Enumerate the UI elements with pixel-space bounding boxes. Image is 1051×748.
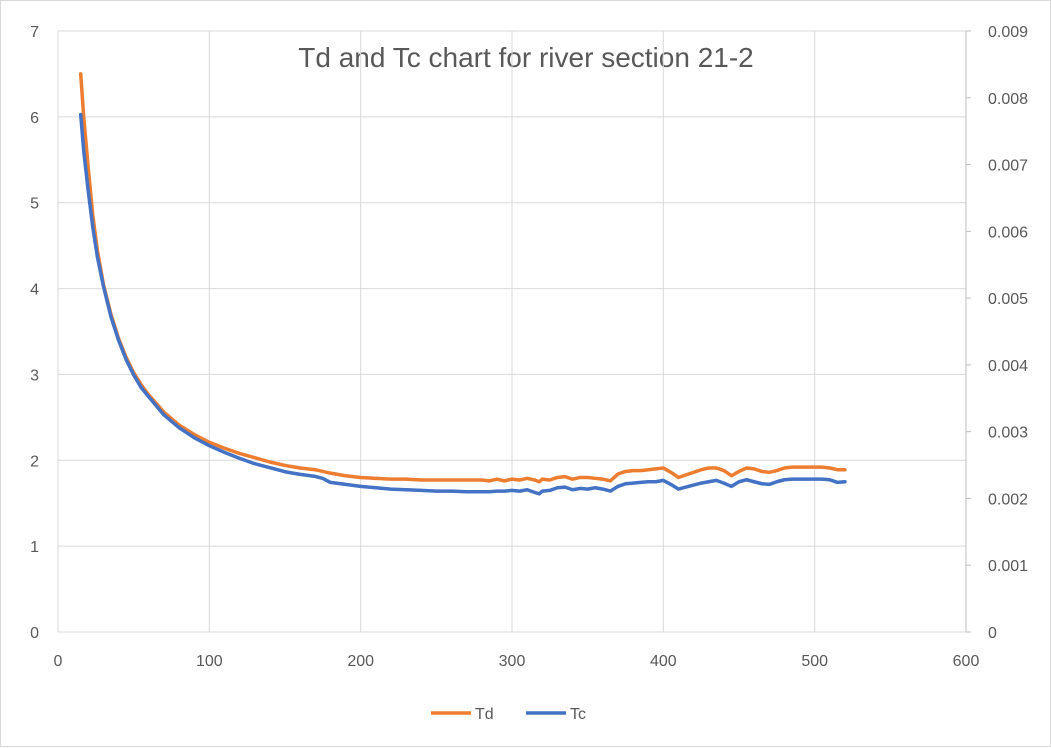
y-tick-label: 5 [30,196,39,213]
y2-tick-label: 0.008 [988,91,1028,108]
y-tick-label: 2 [30,453,39,470]
y2-tick-label: 0.004 [988,358,1028,375]
legend-label: Tc [570,706,586,723]
y2-tick-label: 0.009 [988,24,1028,41]
y-tick-label: 7 [30,24,39,41]
series-line-tc [78,112,847,496]
x-tick-label: 100 [196,653,223,670]
y2-tick-label: 0.006 [988,224,1028,241]
y-tick-label: 3 [30,367,39,384]
legend-label: Td [475,706,494,723]
series-line-td [78,72,847,484]
y2-tick-label: 0.003 [988,425,1028,442]
x-tick-label: 400 [650,653,677,670]
x-tick-label: 0 [54,653,63,670]
legend-item-td[interactable]: Td [431,706,494,723]
axes: 0 1 2 3 4 5 6 7 0 0.001 0.002 0.003 0.004 0.005 0.006 0… [30,24,1028,670]
y-tick-label: 1 [30,539,39,556]
legend: Td Tc [431,706,586,723]
y-tick-label: 0 [30,625,39,642]
y2-tick-label: 0.002 [988,491,1028,508]
series-lines [78,72,847,496]
y2-tick-label: 0.005 [988,291,1028,308]
y-tick-label: 4 [30,282,39,299]
y2-tick-label: 0.001 [988,558,1028,575]
legend-item-tc[interactable]: Tc [526,706,586,723]
chart-title: Td and Tc chart for river section 21-2 [298,42,753,73]
gridlines [58,30,967,632]
y-tick-label: 6 [30,110,39,127]
x-tick-label: 300 [499,653,526,670]
y2-tick-label: 0 [988,625,997,642]
x-tick-label: 200 [347,653,374,670]
x-tick-label: 500 [801,653,828,670]
y2-tick-label: 0.007 [988,158,1028,175]
x-tick-label: 600 [953,653,980,670]
